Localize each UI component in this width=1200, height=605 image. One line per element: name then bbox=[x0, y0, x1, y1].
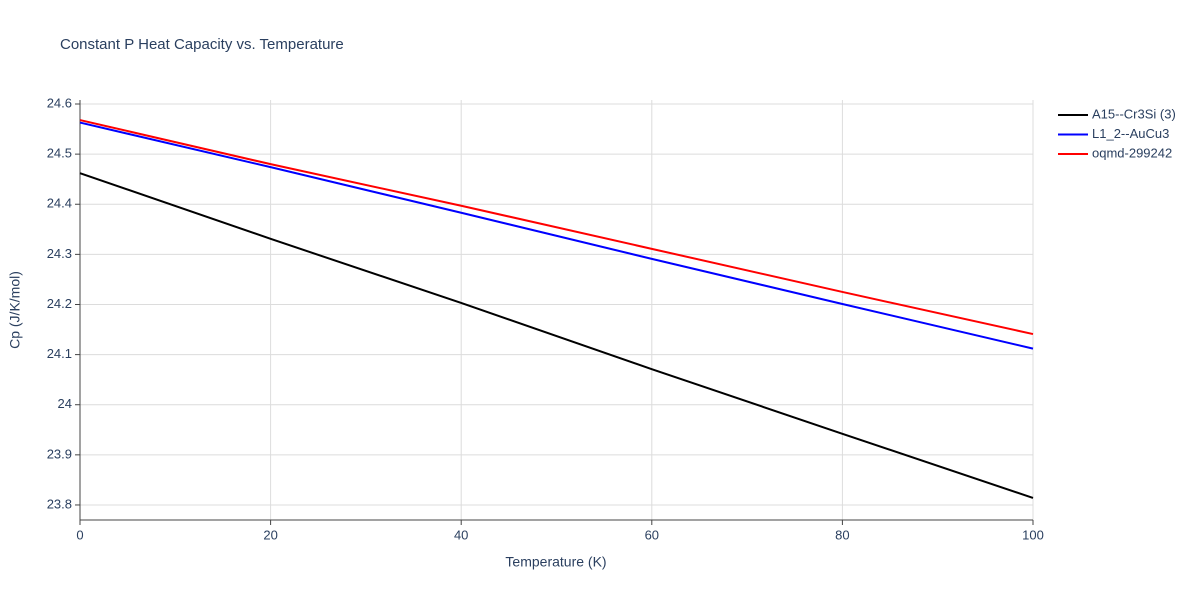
legend-label: A15--Cr3Si (3) bbox=[1092, 106, 1176, 121]
x-tick-label: 60 bbox=[645, 527, 659, 542]
y-tick-label: 24.1 bbox=[47, 346, 72, 361]
x-tick-label: 0 bbox=[76, 527, 83, 542]
y-tick-label: 23.9 bbox=[47, 446, 72, 461]
x-tick-label: 40 bbox=[454, 527, 468, 542]
y-tick-label: 24.5 bbox=[47, 146, 72, 161]
y-tick-label: 24.6 bbox=[47, 95, 72, 110]
series-line bbox=[79, 121, 1034, 350]
y-tick-label: 24.3 bbox=[47, 246, 72, 261]
legend-label: oqmd-299242 bbox=[1092, 145, 1172, 160]
series-line bbox=[79, 172, 1034, 499]
y-tick-label: 23.8 bbox=[47, 496, 72, 511]
y-tick-label: 24.2 bbox=[47, 296, 72, 311]
y-tick-label: 24 bbox=[58, 396, 72, 411]
x-tick-label: 20 bbox=[263, 527, 277, 542]
legend-label: L1_2--AuCu3 bbox=[1092, 126, 1169, 141]
x-axis-label: Temperature (K) bbox=[505, 554, 606, 570]
series-line bbox=[79, 119, 1034, 336]
y-tick-label: 24.4 bbox=[47, 196, 72, 211]
y-axis-label: Cp (J/K/mol) bbox=[7, 271, 23, 349]
x-tick-label: 100 bbox=[1022, 527, 1044, 542]
x-tick-label: 80 bbox=[835, 527, 849, 542]
chart-title: Constant P Heat Capacity vs. Temperature bbox=[60, 36, 344, 53]
